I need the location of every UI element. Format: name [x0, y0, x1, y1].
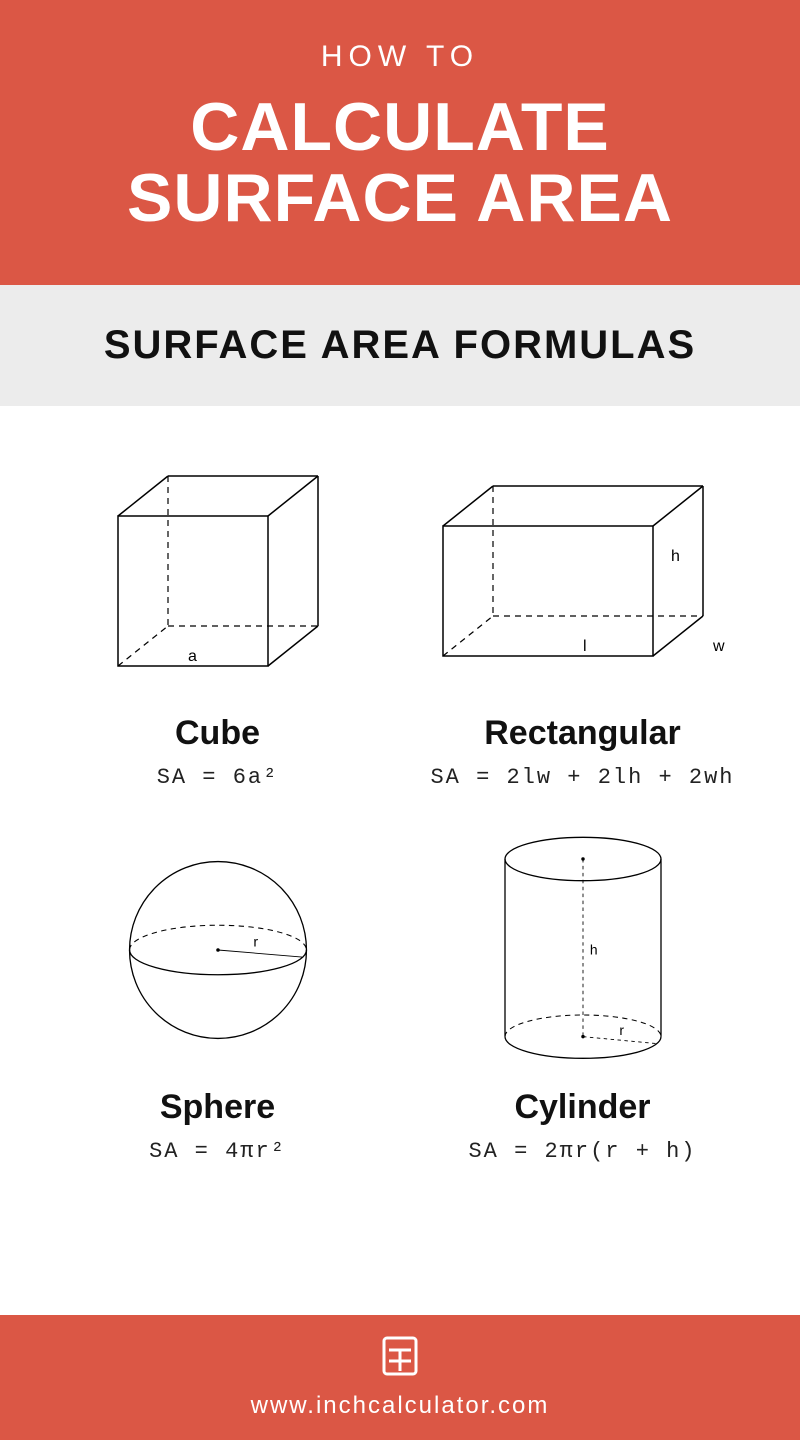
rect-diagram: h l w [415, 446, 750, 706]
subtitle-band: SURFACE AREA FORMULAS [0, 285, 800, 406]
cylinder-name: Cylinder [415, 1088, 750, 1127]
cube-name: Cube [50, 714, 385, 753]
header-title-line2: SURFACE AREA [20, 163, 780, 234]
header-title-line1: CALCULATE [20, 92, 780, 163]
sphere-name: Sphere [50, 1088, 385, 1127]
cylinder-formula: SA = 2πr(r + h) [415, 1139, 750, 1164]
sphere-cell: r Sphere SA = 4πr² [50, 820, 385, 1164]
sphere-label-r: r [253, 933, 258, 949]
footer-url: www.inchcalculator.com [20, 1392, 780, 1420]
sphere-formula: SA = 4πr² [50, 1139, 385, 1164]
footer-banner: www.inchcalculator.com [0, 1315, 800, 1440]
cube-formula: SA = 6a² [50, 765, 385, 790]
cube-diagram: a [50, 446, 385, 706]
rect-cell: h l w Rectangular SA = 2lw + 2lh + 2wh [415, 446, 750, 790]
cube-cell: a Cube SA = 6a² [50, 446, 385, 790]
cylinder-diagram: h r [415, 820, 750, 1080]
rect-formula: SA = 2lw + 2lh + 2wh [415, 765, 750, 790]
sphere-diagram: r [50, 820, 385, 1080]
subtitle-text: SURFACE AREA FORMULAS [20, 323, 780, 368]
header-title: CALCULATE SURFACE AREA [20, 92, 780, 235]
cylinder-label-r: r [619, 1022, 624, 1038]
cylinder-cell: h r Cylinder SA = 2πr(r + h) [415, 820, 750, 1164]
rect-name: Rectangular [415, 714, 750, 753]
calculator-icon [20, 1335, 780, 1382]
header-subtitle: HOW TO [20, 40, 780, 74]
cube-label-a: a [188, 648, 197, 665]
rect-label-h: h [671, 548, 680, 565]
cylinder-label-h: h [589, 941, 597, 957]
rect-label-w: w [712, 638, 725, 655]
shapes-grid: a Cube SA = 6a² h l w [0, 406, 800, 1194]
header-banner: HOW TO CALCULATE SURFACE AREA [0, 0, 800, 285]
rect-label-l: l [583, 638, 587, 655]
